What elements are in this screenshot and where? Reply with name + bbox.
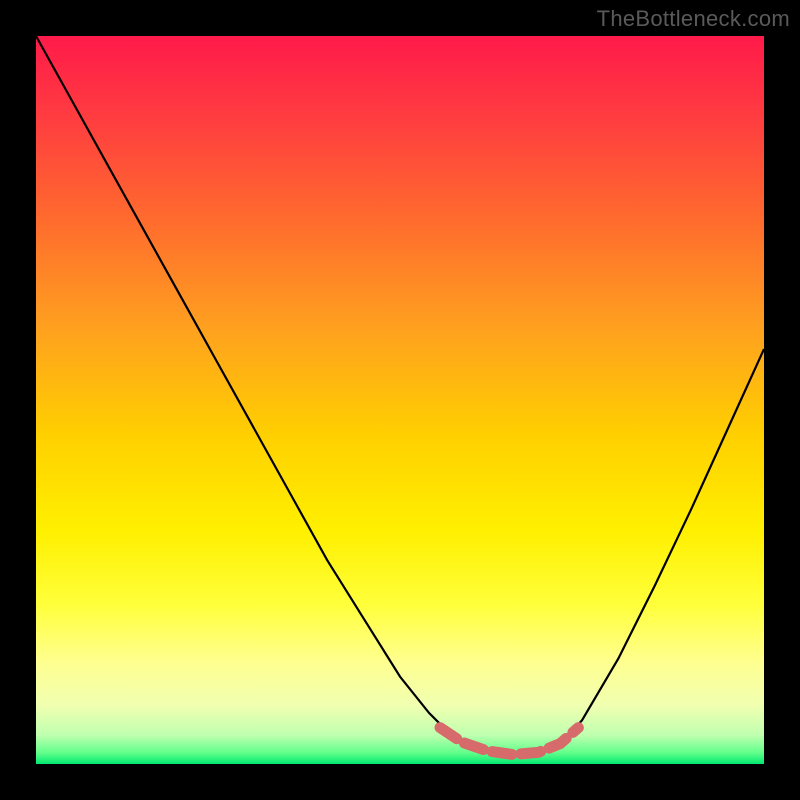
curve-layer bbox=[36, 36, 764, 764]
plot-area bbox=[36, 36, 764, 764]
bottleneck-curve bbox=[36, 36, 764, 755]
watermark-text: TheBottleneck.com bbox=[597, 6, 790, 32]
flat-bottom-segment bbox=[440, 728, 578, 755]
